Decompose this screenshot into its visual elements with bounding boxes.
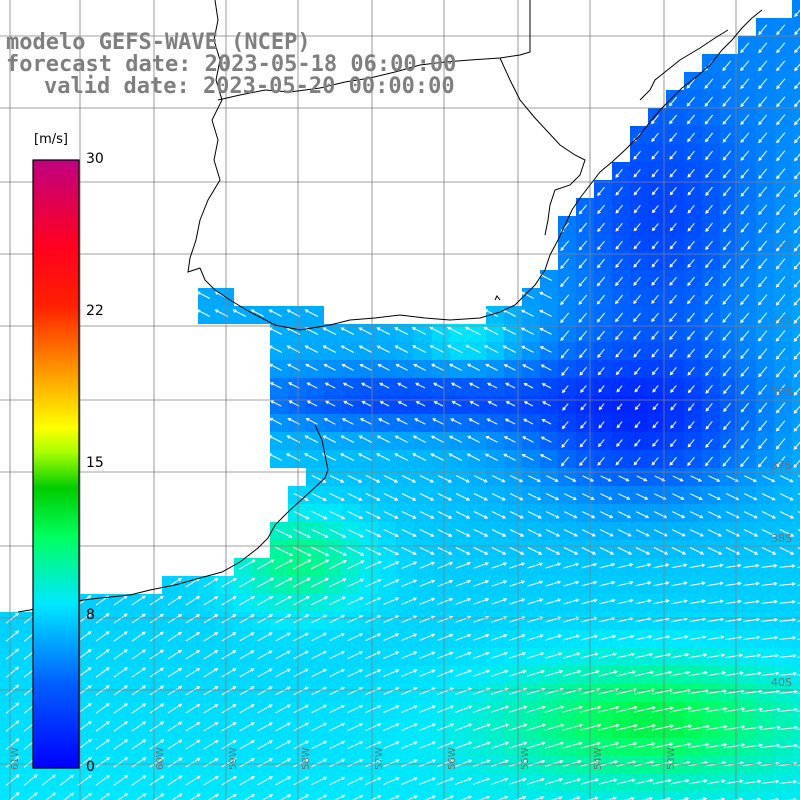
- lat-label-37s: 37S: [771, 459, 792, 472]
- river-uruguay: [187, 0, 223, 273]
- coastline-estuary: [199, 9, 763, 331]
- lat-label-34s: 34S: [771, 240, 792, 253]
- lon-label-59w: 59W: [228, 747, 239, 770]
- lat-label-35s: 35S: [771, 313, 792, 326]
- river-parana: [494, 295, 501, 301]
- border-north: [217, 0, 531, 101]
- lat-label-38s: 38S: [771, 532, 792, 545]
- coastline-south: [17, 424, 329, 613]
- lat-label-40s: 40S: [771, 676, 792, 689]
- colorbar-tick-15: 15: [86, 455, 104, 471]
- colorbar-gradient: [32, 159, 80, 769]
- map-title: modelo GEFS-WAVE (NCEP): [6, 30, 311, 55]
- lon-label-53w: 53W: [666, 747, 677, 770]
- lon-label-54w: 54W: [593, 747, 604, 770]
- colorbar-unit: [m/s]: [34, 132, 68, 147]
- colorbar-tick-8: 8: [86, 607, 95, 623]
- coastline: [17, 0, 763, 613]
- lon-label-58w: 58W: [301, 747, 312, 770]
- lagoon-border: [639, 29, 729, 101]
- lon-label-57w: 57W: [374, 747, 385, 770]
- colorbar-tick-22: 22: [86, 303, 104, 319]
- lon-label-55w: 55W: [520, 747, 531, 770]
- wind-vector-field: [5, 9, 800, 800]
- colorbar-tick-0: 0: [86, 759, 95, 775]
- forecast-date: forecast date: 2023-05-18 06:00:00: [6, 52, 457, 77]
- lon-label-60w: 60W: [155, 747, 166, 770]
- colorbar-tick-30: 30: [86, 151, 104, 167]
- valid-date: valid date: 2023-05-20 00:00:00: [44, 74, 455, 99]
- lat-label-36s: 36S: [771, 386, 792, 399]
- lon-label-56w: 56W: [447, 747, 458, 770]
- border-east: [499, 57, 586, 236]
- lon-label-61w: 61W: [10, 747, 21, 770]
